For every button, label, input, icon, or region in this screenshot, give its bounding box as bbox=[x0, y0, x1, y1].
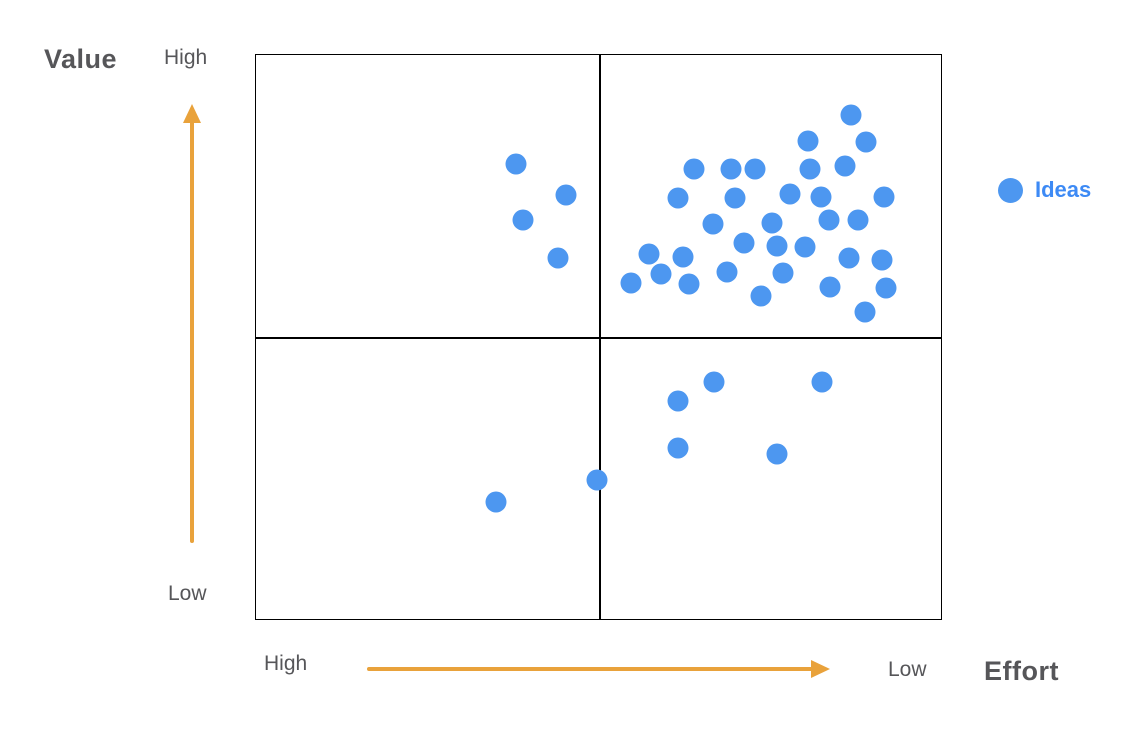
idea-dot[interactable] bbox=[797, 130, 819, 152]
idea-dot[interactable] bbox=[744, 158, 766, 180]
idea-dot[interactable] bbox=[650, 263, 672, 285]
idea-dot[interactable] bbox=[838, 247, 860, 269]
idea-dot[interactable] bbox=[819, 276, 841, 298]
effort-axis-arrow-line bbox=[367, 667, 813, 671]
value-axis-arrow-head-icon bbox=[183, 104, 201, 123]
idea-dot[interactable] bbox=[794, 236, 816, 258]
idea-dot[interactable] bbox=[733, 232, 755, 254]
idea-dot[interactable] bbox=[873, 186, 895, 208]
idea-dot[interactable] bbox=[779, 183, 801, 205]
idea-dot[interactable] bbox=[840, 104, 862, 126]
idea-dot[interactable] bbox=[555, 184, 577, 206]
idea-dot[interactable] bbox=[818, 209, 840, 231]
plot-area bbox=[255, 54, 942, 620]
idea-dot[interactable] bbox=[847, 209, 869, 231]
y-axis-high-label: High bbox=[164, 46, 208, 69]
quadrant-horizontal-divider bbox=[256, 337, 941, 339]
idea-dot[interactable] bbox=[667, 437, 689, 459]
ideas-legend-dot-icon bbox=[998, 177, 1023, 203]
idea-dot[interactable] bbox=[810, 186, 832, 208]
x-axis-title: Effort bbox=[984, 656, 1059, 686]
effort-axis-arrow-head-icon bbox=[811, 660, 830, 678]
idea-dot[interactable] bbox=[834, 155, 856, 177]
y-axis-low-label: Low bbox=[168, 582, 207, 605]
idea-dot[interactable] bbox=[672, 246, 694, 268]
idea-dot[interactable] bbox=[678, 273, 700, 295]
idea-dot[interactable] bbox=[854, 301, 876, 323]
idea-dot[interactable] bbox=[871, 249, 893, 271]
idea-dot[interactable] bbox=[586, 469, 608, 491]
idea-dot[interactable] bbox=[638, 243, 660, 265]
idea-dot[interactable] bbox=[667, 187, 689, 209]
idea-dot[interactable] bbox=[505, 153, 527, 175]
idea-dot[interactable] bbox=[750, 285, 772, 307]
idea-dot[interactable] bbox=[512, 209, 534, 231]
idea-dot[interactable] bbox=[766, 235, 788, 257]
idea-dot[interactable] bbox=[683, 158, 705, 180]
x-axis-high-label: High bbox=[264, 652, 308, 675]
idea-dot[interactable] bbox=[855, 131, 877, 153]
idea-dot[interactable] bbox=[620, 272, 642, 294]
idea-dot[interactable] bbox=[761, 212, 783, 233]
legend-label: Ideas bbox=[1035, 177, 1092, 202]
value-axis-arrow-line bbox=[190, 121, 194, 543]
x-axis-low-label: Low bbox=[888, 658, 927, 681]
idea-dot[interactable] bbox=[875, 277, 897, 299]
idea-dot[interactable] bbox=[547, 247, 569, 269]
idea-dot[interactable] bbox=[703, 371, 725, 393]
y-axis-title: Value bbox=[44, 44, 118, 74]
idea-dot[interactable] bbox=[702, 213, 724, 235]
legend-item-ideas[interactable]: Ideas bbox=[998, 177, 1091, 203]
idea-dot[interactable] bbox=[772, 262, 794, 284]
idea-dot[interactable] bbox=[799, 158, 821, 180]
idea-dot[interactable] bbox=[724, 187, 746, 209]
idea-dot[interactable] bbox=[667, 390, 689, 412]
idea-dot[interactable] bbox=[766, 443, 788, 465]
idea-dot[interactable] bbox=[720, 158, 742, 180]
idea-dot[interactable] bbox=[811, 371, 833, 393]
idea-dot[interactable] bbox=[485, 491, 507, 513]
idea-dot[interactable] bbox=[716, 261, 738, 283]
